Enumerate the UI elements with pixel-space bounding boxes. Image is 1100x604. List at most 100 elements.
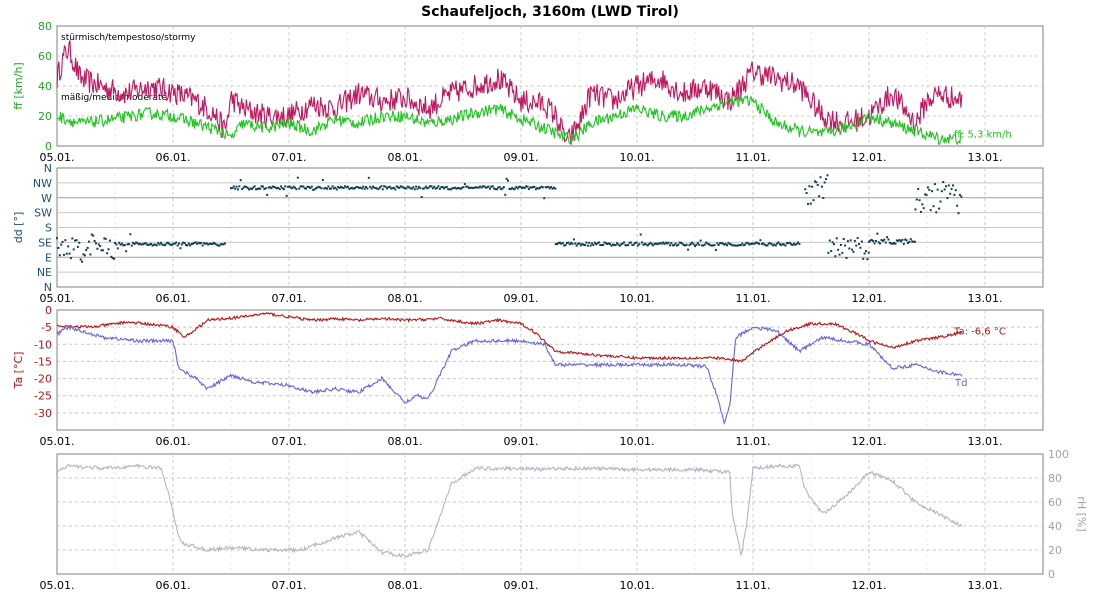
direction-point: [466, 185, 469, 188]
direction-point: [410, 187, 413, 190]
direction-point: [204, 242, 207, 245]
direction-point: [377, 188, 380, 191]
direction-point: [738, 244, 741, 247]
direction-y-tick-label: S: [45, 222, 52, 235]
direction-point: [200, 241, 203, 244]
direction-point: [625, 244, 628, 247]
direction-point: [263, 188, 266, 191]
direction-point: [784, 244, 787, 247]
direction-point: [313, 188, 316, 191]
direction-point: [947, 184, 950, 187]
direction-point: [828, 239, 831, 242]
direction-point: [310, 185, 313, 188]
direction-point: [459, 187, 462, 190]
direction-point: [484, 186, 487, 189]
direction-point: [198, 242, 201, 245]
direction-point: [902, 242, 905, 245]
direction-point: [525, 185, 528, 188]
direction-point: [495, 188, 498, 191]
direction-point: [908, 240, 911, 243]
direction-point: [365, 185, 368, 188]
direction-point: [210, 242, 213, 245]
direction-point: [158, 243, 161, 246]
direction-point: [268, 186, 271, 189]
direction-point: [592, 243, 595, 246]
direction-point: [92, 234, 95, 237]
direction-point: [584, 244, 587, 247]
direction-point: [72, 248, 75, 251]
direction-point: [295, 188, 298, 191]
direction-point: [634, 241, 637, 244]
direction-point: [196, 242, 199, 245]
direction-point: [530, 186, 533, 189]
direction-point: [881, 239, 884, 242]
direction-point: [726, 244, 729, 247]
direction-point: [260, 185, 263, 188]
direction-point: [700, 244, 703, 247]
direction-point: [667, 241, 670, 244]
direction-point: [423, 187, 426, 190]
direction-point: [568, 243, 571, 246]
direction-point: [527, 188, 530, 191]
direction-point: [191, 242, 194, 245]
direction-point: [550, 186, 553, 189]
direction-point: [89, 253, 92, 256]
direction-point: [855, 244, 858, 247]
direction-point: [451, 187, 454, 190]
wind-annotation: stürmisch/tempestoso/stormy: [61, 33, 196, 43]
direction-point: [469, 186, 472, 189]
direction-point: [858, 243, 861, 246]
direction-point: [277, 186, 280, 189]
direction-point: [353, 186, 356, 189]
direction-point: [523, 187, 526, 190]
direction-point: [179, 247, 182, 250]
direction-point: [287, 185, 290, 188]
direction-point: [355, 186, 358, 189]
direction-point: [75, 239, 78, 242]
direction-point: [709, 244, 712, 247]
direction-point: [522, 186, 525, 189]
direction-point: [862, 257, 865, 260]
direction-point: [876, 232, 879, 235]
direction-point: [452, 187, 455, 190]
direction-point: [826, 174, 829, 177]
direction-point: [938, 207, 941, 210]
direction-point: [901, 238, 904, 241]
direction-point: [445, 185, 448, 188]
direction-point: [518, 185, 521, 188]
direction-point: [317, 185, 320, 188]
humidity-x-tick-label: 11.01.: [736, 579, 771, 592]
direction-point: [373, 186, 376, 189]
direction-point: [505, 177, 508, 180]
direction-point: [431, 187, 434, 190]
direction-point: [319, 186, 322, 189]
direction-y-tick-label: N: [44, 162, 52, 175]
direction-point: [537, 187, 540, 190]
direction-point: [245, 185, 248, 188]
direction-point: [868, 240, 870, 243]
direction-point: [111, 256, 114, 259]
direction-point: [602, 243, 605, 246]
wind-x-tick-label: 10.01.: [620, 151, 655, 164]
wind-y-tick-label: 80: [38, 20, 52, 33]
direction-point: [943, 188, 946, 191]
direction-point: [323, 187, 326, 190]
wind-y-tick-label: 20: [38, 110, 52, 123]
direction-point: [911, 240, 914, 243]
direction-point: [924, 193, 927, 196]
direction-point: [127, 243, 130, 246]
direction-point: [512, 188, 515, 191]
direction-point: [266, 193, 269, 196]
direction-point: [161, 243, 164, 246]
direction-point: [399, 185, 402, 188]
direction-point: [571, 242, 574, 245]
direction-point: [133, 243, 136, 246]
direction-point: [586, 244, 589, 247]
direction-point: [567, 241, 570, 244]
direction-point: [330, 187, 333, 190]
direction-point: [139, 242, 142, 245]
direction-point: [108, 239, 111, 242]
direction-point: [289, 186, 292, 189]
direction-point: [613, 243, 616, 246]
wind-x-tick-label: 05.01.: [40, 151, 75, 164]
